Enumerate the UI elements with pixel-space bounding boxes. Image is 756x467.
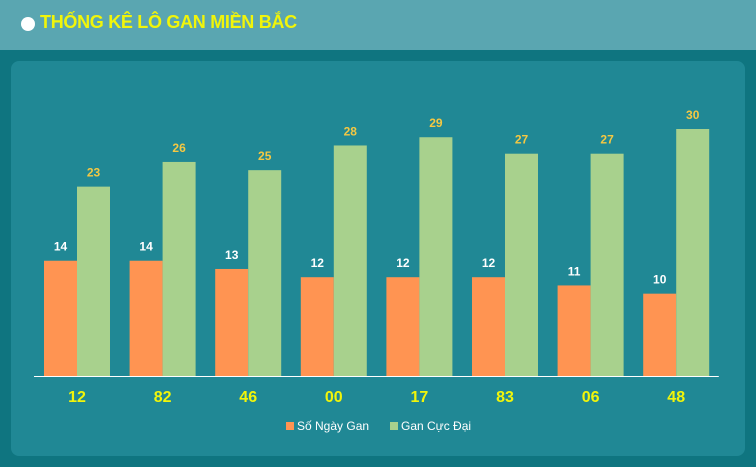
bullet-icon — [21, 17, 35, 31]
bar-so-ngay-gan-06[interactable] — [557, 285, 591, 376]
bar-gan-cuc-dai-46[interactable] — [248, 170, 282, 376]
bar-gan-cuc-dai-17[interactable] — [419, 137, 453, 376]
data-labels-layer: 14 23 14 26 13 25 12 28 12 29 12 27 11 27 10 30 — [54, 108, 700, 287]
data-label: 27 — [515, 133, 529, 147]
page-title: THỐNG KÊ LÔ GAN MIỀN BẮC — [40, 12, 297, 32]
legend-label[interactable]: Gan Cực Đại — [401, 419, 471, 433]
x-tick-label: 46 — [239, 389, 257, 406]
data-label: 30 — [686, 108, 700, 122]
data-label: 11 — [568, 264, 581, 278]
bar-gan-cuc-dai-48[interactable] — [676, 129, 710, 376]
data-label: 25 — [258, 149, 272, 163]
bar-so-ngay-gan-12[interactable] — [44, 260, 77, 376]
legend-swatch[interactable] — [286, 422, 294, 430]
data-label: 29 — [429, 116, 443, 130]
data-label: 14 — [139, 240, 153, 254]
bars-layer — [44, 129, 710, 376]
x-tick-label: 06 — [582, 389, 600, 406]
bar-gan-cuc-dai-83[interactable] — [505, 153, 538, 376]
data-label: 23 — [87, 166, 101, 180]
data-label: 26 — [172, 141, 186, 155]
data-label: 13 — [225, 248, 239, 262]
data-label: 12 — [396, 256, 410, 270]
legend[interactable]: Số Ngày Gan Gan Cực Đại — [286, 419, 471, 433]
data-label: 10 — [653, 273, 667, 287]
x-tick-label: 48 — [667, 389, 685, 406]
header-bar: THỐNG KÊ LÔ GAN MIỀN BẮC — [0, 0, 756, 50]
data-label: 28 — [344, 124, 358, 138]
data-label: 27 — [600, 133, 614, 147]
bar-gan-cuc-dai-06[interactable] — [590, 153, 624, 376]
legend-label[interactable]: Số Ngày Gan — [297, 419, 369, 433]
bar-gan-cuc-dai-12[interactable] — [77, 186, 110, 376]
bar-gan-cuc-dai-00[interactable] — [333, 145, 367, 376]
bar-so-ngay-gan-83[interactable] — [472, 277, 505, 376]
legend-swatch[interactable] — [390, 422, 398, 430]
x-tick-label: 12 — [68, 389, 86, 406]
data-label: 12 — [311, 256, 325, 270]
x-tick-label: 82 — [154, 389, 172, 406]
bar-so-ngay-gan-48[interactable] — [643, 293, 677, 376]
data-label: 14 — [54, 240, 68, 254]
x-tick-label: 83 — [496, 389, 514, 406]
bar-so-ngay-gan-46[interactable] — [215, 268, 249, 376]
bar-so-ngay-gan-00[interactable] — [300, 277, 334, 376]
x-tick-labels: 12 82 46 00 17 83 06 48 — [68, 389, 685, 406]
x-tick-label: 17 — [411, 389, 429, 406]
bar-gan-cuc-dai-82[interactable] — [162, 161, 196, 376]
bar-so-ngay-gan-17[interactable] — [386, 277, 420, 376]
bar-so-ngay-gan-82[interactable] — [129, 260, 163, 376]
x-tick-label: 00 — [325, 389, 343, 406]
data-label: 12 — [482, 256, 496, 270]
